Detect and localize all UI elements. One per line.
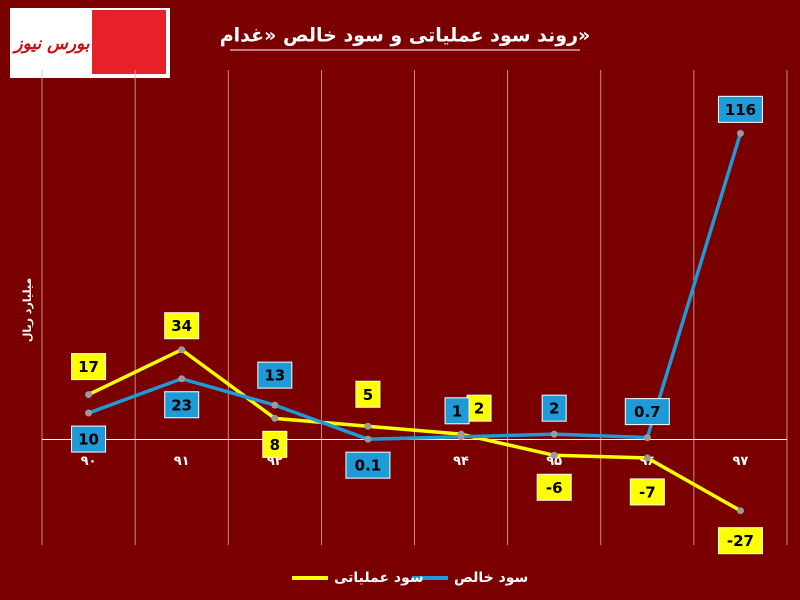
point: [643, 434, 651, 442]
point: [178, 346, 186, 354]
data-label: 17: [78, 358, 99, 376]
logo-text: بورس نیوز: [11, 34, 90, 54]
data-label-box: [355, 380, 381, 408]
x-tick-label: ۹۰: [81, 454, 97, 469]
x-tick-label: ۹۴: [453, 454, 469, 469]
data-label-box: [71, 353, 107, 381]
chart-title: روند سود عملیاتی و سود خالص «غدام»: [220, 25, 591, 47]
data-label-box: [444, 397, 470, 425]
point: [178, 375, 186, 383]
x-tick-label: ۹۷: [733, 454, 749, 469]
data-label: 23: [171, 396, 192, 414]
legend-label: سود خالص: [454, 570, 528, 586]
data-label-box: [717, 527, 763, 555]
point: [271, 414, 279, 422]
legend: سود خالص سود عملیاتی: [292, 570, 528, 586]
data-label-box: [164, 312, 200, 340]
point: [271, 401, 279, 409]
point: [736, 507, 744, 515]
data-label-box: [345, 451, 391, 479]
point: [85, 409, 93, 417]
point: [736, 129, 744, 137]
point: [457, 433, 465, 441]
data-label-box: [717, 95, 763, 123]
point: [364, 422, 372, 430]
data-label: 0.7: [634, 403, 661, 421]
data-label: -27: [727, 532, 754, 550]
data-label-box: [624, 398, 670, 426]
data-label: 13: [264, 367, 285, 385]
data-label-box: [164, 391, 200, 419]
data-label: -6: [546, 479, 563, 497]
data-label-box: [257, 361, 293, 389]
x-tick-label: ۹۱: [174, 454, 190, 469]
data-label: 1: [452, 402, 462, 420]
data-label-box: [536, 473, 572, 501]
x-tick-label: ۹۵: [546, 454, 562, 469]
data-label: 10: [78, 431, 99, 449]
data-label: 2: [474, 400, 484, 418]
data-label-box: [541, 394, 567, 422]
data-label: 34: [171, 317, 192, 335]
data-label-box: [71, 425, 107, 453]
y-axis-label: میلیارد ریال: [21, 278, 34, 342]
legend-label: سود عملیاتی: [334, 570, 424, 586]
data-label-box: [262, 430, 288, 458]
data-label: 116: [725, 101, 756, 119]
point: [364, 435, 372, 443]
data-label-box: [629, 478, 665, 506]
series-line: [87, 132, 743, 441]
point: [643, 454, 651, 462]
data-label: 8: [270, 436, 280, 454]
data-label: 0.1: [355, 457, 382, 475]
point: [85, 391, 93, 399]
data-label: 5: [363, 386, 373, 404]
point: [550, 430, 558, 438]
data-label: 2: [549, 400, 559, 418]
series-line: [87, 347, 742, 513]
logo-icon: [92, 10, 166, 74]
data-label: -7: [639, 483, 656, 501]
point: [550, 451, 558, 459]
